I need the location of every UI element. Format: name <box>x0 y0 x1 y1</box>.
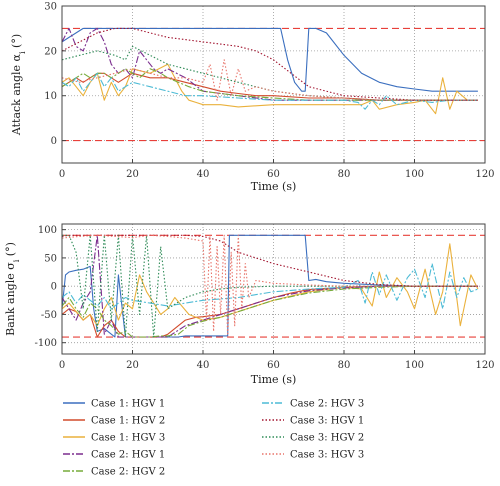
x-tick-label: 60 <box>267 360 280 371</box>
y-tick-label: 0 <box>51 282 57 293</box>
legend: Case 1: HGV 1 Case 1: HGV 2 Case 1: HGV 3 C… <box>63 399 364 478</box>
x-tick-label: 60 <box>267 169 280 180</box>
legend-label: Case 2: HGV 3 <box>290 399 364 410</box>
y-tick-label: -100 <box>35 338 57 349</box>
x-axis-label: Time (s) <box>251 180 297 193</box>
series-line-4 <box>62 27 478 101</box>
series-line-1 <box>62 27 478 92</box>
legend-label: Case 1: HGV 3 <box>91 433 165 444</box>
x-tick-label: 40 <box>197 169 210 180</box>
y-tick-label: 100 <box>38 225 57 236</box>
series-line-7 <box>62 234 478 287</box>
series-line-5 <box>62 285 478 338</box>
y-axis-label: Bank angle σi (°) <box>4 242 21 336</box>
x-tick-label: 40 <box>197 360 210 371</box>
series-line-4 <box>62 234 478 338</box>
legend-label: Case 1: HGV 2 <box>91 416 165 427</box>
series-line-8 <box>62 45 478 101</box>
series-line-1 <box>62 234 478 338</box>
y-tick-label: -50 <box>41 310 57 321</box>
legend-label: Case 3: HGV 1 <box>290 416 364 427</box>
y-tick-label: 20 <box>44 46 57 57</box>
panel-2: 0 20 40 60 80 100 120 -100 -50 0 50 100 Time (s) Bank… <box>4 223 495 386</box>
legend-label: Case 2: HGV 1 <box>91 450 165 461</box>
x-tick-label: 80 <box>338 360 351 371</box>
x-tick-label: 100 <box>405 360 424 371</box>
series-line-9 <box>62 59 478 101</box>
y-axis-label: Attack angle αi (°) <box>10 34 27 136</box>
y-tick-label: 30 <box>44 2 57 13</box>
x-axis-label: Time (s) <box>251 373 297 386</box>
x-tick-label: 20 <box>126 169 139 180</box>
x-tick-label: 120 <box>475 169 494 180</box>
legend-label: Case 1: HGV 1 <box>91 399 165 410</box>
legend-label: Case 3: HGV 3 <box>290 450 364 461</box>
series-line-6 <box>62 263 479 310</box>
series-line-3 <box>62 243 479 327</box>
series-line-6 <box>62 72 478 110</box>
series-line-9 <box>62 234 478 338</box>
x-tick-label: 0 <box>59 169 65 180</box>
y-tick-label: 0 <box>51 136 57 147</box>
series-line-3 <box>62 63 478 115</box>
x-tick-label: 120 <box>475 360 494 371</box>
x-tick-label: 0 <box>59 360 65 371</box>
series-line-7 <box>62 27 478 101</box>
x-tick-label: 20 <box>126 360 139 371</box>
y-tick-label: 50 <box>44 253 57 264</box>
x-tick-label: 80 <box>338 169 351 180</box>
legend-label: Case 3: HGV 2 <box>290 433 364 444</box>
legend-label: Case 2: HGV 2 <box>91 467 165 478</box>
x-tick-label: 100 <box>405 169 424 180</box>
y-tick-label: 10 <box>44 91 57 102</box>
panel-1: 0 20 40 60 80 100 120 0 10 20 30 Time (s) Attack ang… <box>10 2 495 194</box>
series-line-8 <box>62 234 478 338</box>
